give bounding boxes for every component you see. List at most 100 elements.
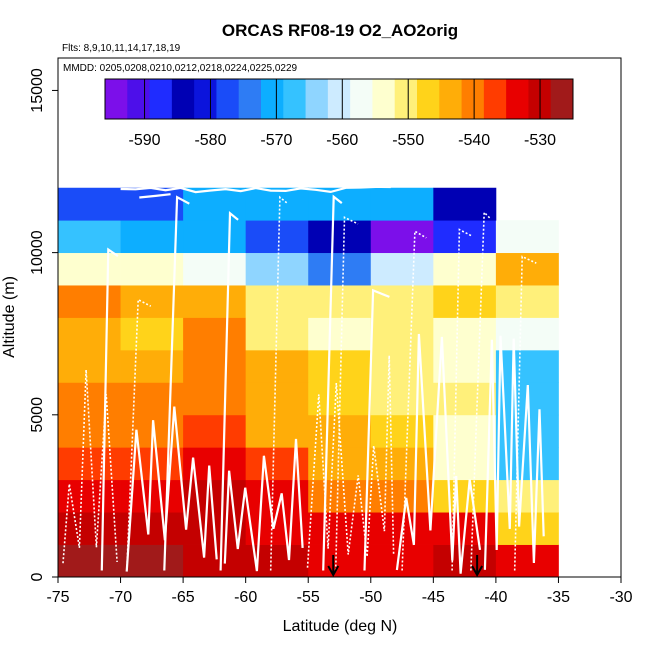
heatmap-cell: [495, 317, 559, 351]
colorbar-swatch: [216, 79, 240, 119]
heatmap-cell: [370, 220, 434, 254]
heatmap-cell: [183, 220, 247, 254]
heatmap-cell: [120, 349, 184, 383]
heatmap-cell: [183, 317, 247, 351]
colorbar-swatch: [283, 79, 307, 119]
colorbar-swatch: [372, 79, 396, 119]
flight-track: [451, 228, 473, 571]
x-tick-label: -70: [109, 589, 132, 606]
heatmap-cell: [58, 317, 121, 351]
x-tick-label: -45: [422, 589, 445, 606]
heatmap-cell: [58, 479, 121, 513]
x-tick-label: -50: [359, 589, 382, 606]
flight-track: [125, 406, 218, 572]
colorbar-swatch: [506, 79, 529, 119]
heatmap-cell: [433, 382, 497, 416]
heatmap-cell: [433, 414, 497, 448]
heatmap-cell: [120, 317, 184, 351]
colorbar-tick-label: -560: [326, 132, 358, 149]
arrow-head: [327, 565, 340, 578]
colorbar-tick-label: -540: [458, 132, 490, 149]
heatmap-cell: [245, 220, 309, 254]
colorbar-swatch: [461, 79, 485, 119]
heatmap-cell: [370, 187, 434, 221]
heatmap-cell: [58, 285, 121, 318]
colorbar-frame: [104, 78, 574, 120]
colorbar-swatch: [417, 79, 440, 119]
heatmap-cell: [370, 479, 434, 513]
colorbar-tick-label: -570: [260, 132, 292, 149]
colorbar-swatch: [171, 79, 195, 119]
heatmap-cell: [370, 285, 434, 318]
heatmap-cell: [245, 349, 309, 383]
colorbar-ticks: -590 -580 -570 -560 -550 -540 -530: [129, 79, 556, 149]
heatmap-cell: [308, 349, 372, 383]
heatmap-cell: [183, 382, 247, 416]
flight-track: [163, 195, 190, 571]
y-tick-label: 10000: [29, 230, 46, 275]
heatmap-cell: [495, 512, 559, 545]
x-tick-label: -35: [547, 589, 570, 606]
y-tick-label: 15000: [29, 68, 46, 113]
heatmap-cell: [58, 252, 121, 286]
flight-track: [470, 210, 492, 571]
heatmap-cell: [308, 187, 372, 221]
heatmap-cell: [433, 317, 497, 351]
colorbar-tick-label: -590: [129, 132, 161, 149]
flight-track: [322, 194, 343, 571]
x-tick-label: -60: [234, 589, 257, 606]
heatmap-cell: [433, 252, 497, 286]
heatmap-cell: [58, 349, 121, 383]
heatmap-cell: [308, 252, 372, 286]
heatmap-cell: [58, 544, 121, 578]
plot-frame: [57, 57, 622, 578]
heatmap-cell: [308, 447, 372, 481]
heatmap-cell: [433, 187, 497, 221]
colorbar-swatch: [350, 79, 373, 119]
flights-label: Flts: 8,9,10,11,14,17,18,19: [62, 43, 181, 54]
arrow-head: [471, 565, 483, 578]
heatmap-cell: [245, 382, 309, 416]
heatmap-cell: [245, 187, 309, 221]
colorbar-swatch: [105, 79, 128, 119]
flight-track: [139, 193, 171, 199]
heatmap-cell: [58, 220, 121, 254]
heatmap-cell: [183, 479, 247, 513]
colorbar-tick-label: -530: [524, 132, 556, 149]
heatmap-cell: [370, 252, 434, 286]
bottom-arrows: [327, 555, 483, 578]
heatmap-cell: [120, 544, 184, 578]
x-tick-label: -55: [297, 589, 320, 606]
heatmap-cell: [308, 512, 372, 545]
heatmap-cell: [58, 512, 121, 545]
heatmap-cell: [495, 349, 559, 383]
heatmap-cell: [495, 544, 559, 578]
colorbar-swatch: [194, 79, 217, 119]
colorbar-swatch: [550, 79, 574, 119]
heatmap-cell: [183, 544, 247, 578]
heatmap-cell: [308, 220, 372, 254]
heatmap-cell: [433, 447, 497, 481]
heatmap-cell: [495, 252, 559, 286]
colorbar-swatch: [261, 79, 284, 119]
heatmap-cell: [433, 285, 497, 318]
heatmap-cell: [495, 479, 559, 513]
colorbar-tick-label: -580: [194, 132, 226, 149]
y-tick-label: 5000: [29, 397, 46, 433]
x-tick-label: -40: [484, 589, 507, 606]
flight-track: [100, 247, 119, 571]
heatmap-cell: [308, 544, 372, 578]
flight-track: [126, 298, 152, 571]
y-axis-label: Altitude (m): [1, 276, 18, 358]
flight-track: [334, 216, 359, 571]
chart-title: ORCAS RF08-19 O2_AO2orig: [222, 21, 458, 40]
heatmap-cell: [183, 187, 247, 221]
heatmap-cell: [308, 317, 372, 351]
flight-track: [401, 229, 427, 571]
colorbar-swatch: [149, 79, 173, 119]
colorbar-swatch: [394, 79, 418, 119]
heatmap-cell: [370, 447, 434, 481]
heatmap-cell: [183, 285, 247, 318]
heatmap-cell: [120, 187, 184, 221]
